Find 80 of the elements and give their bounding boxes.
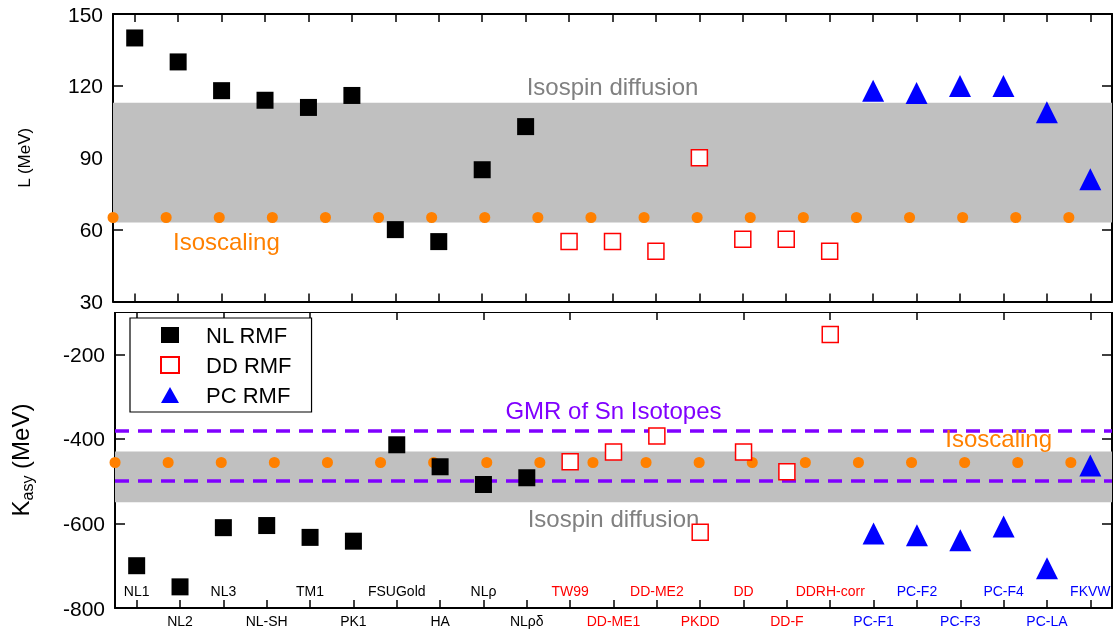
x-tick-label: NL2 [167,613,194,629]
y-tick-label: -800 [62,596,105,620]
point [518,469,536,487]
x-tick-label: DD-ME1 [586,613,641,629]
ref-line-label: GMR of Sn Isotopes [505,396,722,424]
point [517,118,535,136]
ref-line-label: Isoscaling [945,424,1052,452]
point [905,82,928,105]
x-tick-label: PC-F1 [853,613,895,629]
point [128,557,146,575]
x-tick-label: NLρδ [509,613,544,629]
point [343,86,361,104]
point [1035,101,1058,124]
y-tick-label: -400 [62,427,105,451]
point [430,233,448,251]
point [431,458,449,476]
point [949,529,972,552]
x-tick-label: NL-SH [245,613,288,629]
y-tick-label: 30 [79,290,103,313]
point [862,522,885,545]
point [1035,557,1058,580]
point [301,528,319,546]
y-tick-label: -200 [62,342,105,366]
point [388,436,406,454]
point [344,532,362,550]
x-tick-label: DDRH-corr [795,583,866,599]
band-label: Isospin diffusion [526,73,699,101]
y-axis-title: Kasy (MeV) [6,403,36,517]
legend-label: PC RMF [206,382,291,408]
point [734,443,753,461]
legend-label: DD RMF [206,352,292,378]
x-tick-label: TW99 [551,583,590,599]
point [862,79,885,102]
y-axis-title: L (MeV) [15,127,34,188]
point [171,578,189,596]
x-tick-label: HA [430,613,451,629]
legend-label: NL RMF [206,322,288,348]
y-tick-label: 150 [67,2,103,26]
point [948,74,971,97]
x-tick-label: FSUGold [367,583,426,599]
point [213,82,231,100]
x-tick-label: TM1 [296,583,325,599]
x-tick-label: PC-F3 [940,613,981,629]
point [603,232,622,251]
y-tick-label: 60 [79,218,103,242]
point [256,91,274,109]
x-tick-label: PC-F2 [896,583,938,599]
y-tick-label: -600 [62,511,105,535]
point [690,149,709,167]
point [905,524,928,547]
x-tick-label: FKVW [1070,583,1112,599]
point [386,221,404,239]
point [126,29,144,47]
y-tick-label: 90 [79,146,103,170]
point [1079,454,1102,477]
point [561,452,579,471]
x-tick-label: DD-F [770,613,804,629]
point [169,53,187,71]
x-tick-label: NL1 [123,583,150,599]
band-label: Isospin diffusion [527,504,700,532]
x-tick-label: NLρ [470,583,497,599]
x-tick-label: PKDD [680,613,720,629]
point [214,519,232,537]
point [992,515,1015,538]
point [258,517,276,535]
point [473,161,491,179]
y-tick-label: 120 [67,74,103,98]
x-tick-label: NL3 [210,583,237,599]
ref-line-label: Isoscaling [173,228,280,256]
x-tick-label: PC-LA [1026,613,1069,629]
x-tick-label: PK1 [340,613,367,629]
point [1079,168,1102,191]
point [992,74,1015,97]
x-tick-label: DD-ME2 [630,583,684,599]
point [604,443,623,461]
point [299,98,317,116]
point [778,463,796,481]
x-tick-label: PC-F4 [983,583,1025,599]
x-tick-label: DD [733,583,754,599]
point [474,476,492,494]
